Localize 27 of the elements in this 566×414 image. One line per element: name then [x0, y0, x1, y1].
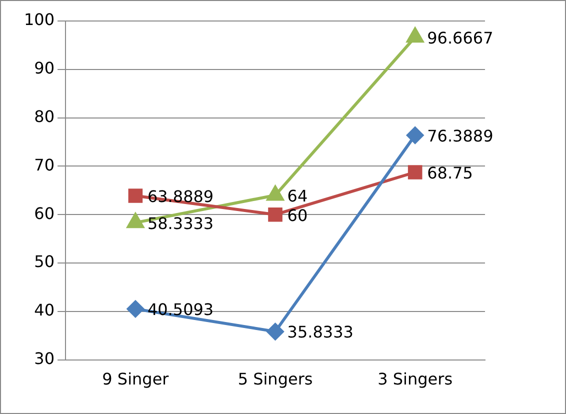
- y-tick-label: 40: [34, 300, 55, 320]
- point: [126, 300, 144, 318]
- y-tick-label: 50: [34, 252, 55, 272]
- point: [406, 28, 424, 43]
- point: [408, 165, 422, 180]
- point: [128, 188, 143, 203]
- x-tick-label: 5 Singers: [238, 370, 313, 389]
- data-label: 35.8333: [287, 322, 354, 342]
- y-tick-label: 70: [34, 155, 55, 174]
- point: [268, 207, 282, 222]
- data-label: 40.5093: [147, 300, 214, 320]
- y-tick-label: 30: [34, 348, 55, 368]
- y-tick-label: 100: [24, 10, 55, 30]
- data-label: 63.8889: [147, 186, 214, 206]
- y-tick-label: 60: [34, 204, 55, 223]
- y-tick-label: 90: [34, 58, 55, 78]
- data-label: 96.6667: [427, 28, 494, 48]
- x-tick-label: 3 Singers: [378, 370, 453, 389]
- data-label: 68.75: [427, 163, 473, 182]
- data-label: 76.3889: [427, 126, 494, 146]
- x-tick-label: 9 Singer: [102, 370, 170, 389]
- y-tick-label: 80: [34, 106, 55, 126]
- point: [266, 323, 284, 340]
- data-label: 58.3333: [147, 214, 214, 233]
- point: [406, 126, 424, 144]
- data-label: 64: [287, 186, 308, 206]
- data-label: 60: [287, 206, 308, 225]
